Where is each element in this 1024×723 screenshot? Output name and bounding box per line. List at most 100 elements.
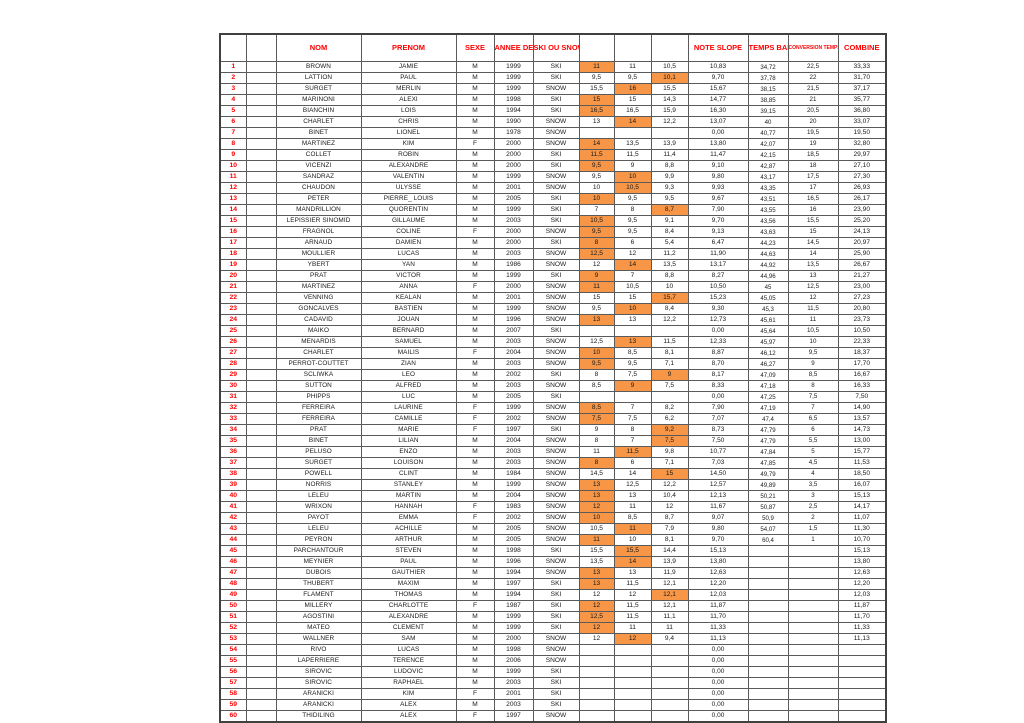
annee-cell: 2004 (493, 435, 534, 447)
annee-cell: 2003 (493, 358, 534, 370)
table-row: 31 PHIPPS LUC M 2005 SKI 0,00 47,25 7,5 … (219, 391, 887, 403)
conversion-cell: 10 (787, 336, 839, 348)
ski-cell: SNOW (532, 644, 580, 656)
score3-cell: 8,1 (650, 347, 689, 359)
table-row: 19 YBERT YAN M 1986 SNOW 12 14 13,5 13,1… (219, 259, 887, 271)
sexe-cell: M (455, 567, 495, 579)
score2-cell: 6 (613, 237, 652, 249)
combine-cell (837, 644, 887, 656)
note-slope-cell: 7,50 (687, 435, 749, 447)
conversion-cell: 16 (787, 204, 839, 216)
nom-cell: FLAMENT (275, 589, 362, 601)
combine-cell: 16,33 (837, 380, 887, 392)
note-slope-cell: 11,87 (687, 600, 749, 612)
temps-bank-cell (747, 545, 789, 557)
score3-cell: 9,4 (650, 633, 689, 645)
annee-cell: 2003 (493, 446, 534, 458)
score1-cell (578, 644, 615, 656)
score1-cell: 13 (578, 567, 615, 579)
row-number-cell: 36 (219, 446, 247, 458)
nom-cell: BIANCHIN (275, 105, 362, 117)
nom-cell: SIROVIC (275, 666, 362, 678)
annee-cell: 2003 (493, 457, 534, 469)
note-slope-cell: 0,00 (687, 710, 749, 723)
ski-cell: SNOW (532, 534, 580, 546)
blank-cell (245, 413, 277, 425)
score1-cell: 10 (578, 182, 615, 194)
score1-cell: 12 (578, 501, 615, 513)
nom-cell: POWELL (275, 468, 362, 480)
ski-cell: SNOW (532, 413, 580, 425)
table-header: NOM PRENOM SEXE ANNEE DE NAISSANCE SKI O… (219, 33, 887, 62)
combine-cell: 13,57 (837, 413, 887, 425)
combine-cell: 10,70 (837, 534, 887, 546)
score2-cell: 9,5 (613, 215, 652, 227)
prenom-cell: CLEMENT (360, 622, 457, 634)
score2-cell: 14 (613, 116, 652, 128)
prenom-cell: KEALAN (360, 292, 457, 304)
score1-cell: 12 (578, 600, 615, 612)
conversion-cell: 1 (787, 534, 839, 546)
score1-cell (578, 127, 615, 139)
score3-cell: 11,1 (650, 611, 689, 623)
temps-bank-cell: 50,87 (747, 501, 789, 513)
sexe-cell: F (455, 226, 495, 238)
annee-cell: 1999 (493, 83, 534, 95)
combine-cell (837, 655, 887, 667)
ski-cell: SKI (532, 589, 580, 601)
note-slope-cell: 12,20 (687, 578, 749, 590)
score1-cell: 9,5 (578, 160, 615, 172)
table-row: 5 BIANCHIN LOIS M 1994 SKI 16,5 16,5 15,… (219, 105, 887, 117)
score3-cell: 12,2 (650, 116, 689, 128)
nom-cell: MOULLIER (275, 248, 362, 260)
annee-cell: 2005 (493, 523, 534, 535)
ski-cell: SNOW (532, 358, 580, 370)
nom-cell: MARTINEZ (275, 138, 362, 150)
row-number-cell: 4 (219, 94, 247, 106)
conversion-cell: 9 (787, 358, 839, 370)
annee-cell: 2002 (493, 413, 534, 425)
score2-cell (613, 688, 652, 700)
temps-bank-cell: 40 (747, 116, 789, 128)
note-slope-cell: 11,33 (687, 622, 749, 634)
annee-cell: 2000 (493, 149, 534, 161)
score1-cell: 15 (578, 94, 615, 106)
score2-cell: 14 (613, 556, 652, 568)
conversion-cell: 14,5 (787, 237, 839, 249)
sexe-cell: M (455, 655, 495, 667)
header-sexe: SEXE (455, 33, 495, 62)
table-row: 21 MARTINEZ ANNA F 2000 SNOW 11 10,5 10 … (219, 281, 887, 293)
blank-cell (245, 677, 277, 689)
table-row: 16 FRAGNOL COLINE F 2000 SNOW 9,5 9,5 8,… (219, 226, 887, 238)
row-number-cell: 31 (219, 391, 247, 403)
conversion-cell: 11,5 (787, 303, 839, 315)
score2-cell: 8,5 (613, 512, 652, 524)
sexe-cell: M (455, 105, 495, 117)
annee-cell: 2001 (493, 182, 534, 194)
score3-cell (650, 655, 689, 667)
prenom-cell: GAUTHIER (360, 567, 457, 579)
note-slope-cell: 0,00 (687, 688, 749, 700)
score2-cell: 15 (613, 94, 652, 106)
note-slope-cell: 12,63 (687, 567, 749, 579)
prenom-cell: COLINE (360, 226, 457, 238)
combine-cell (837, 710, 887, 723)
sexe-cell: F (455, 600, 495, 612)
row-number-cell: 13 (219, 193, 247, 205)
combine-cell: 31,70 (837, 72, 887, 84)
combine-cell: 15,77 (837, 446, 887, 458)
ski-cell: SKI (532, 677, 580, 689)
score2-cell: 10 (613, 303, 652, 315)
row-number-cell: 25 (219, 325, 247, 337)
sexe-cell: M (455, 116, 495, 128)
score3-cell: 7,5 (650, 435, 689, 447)
nom-cell: RIVO (275, 644, 362, 656)
note-slope-cell: 11,90 (687, 248, 749, 260)
row-number-cell: 42 (219, 512, 247, 524)
sexe-cell: M (455, 666, 495, 678)
conversion-cell (787, 567, 839, 579)
score1-cell: 15,5 (578, 545, 615, 557)
row-number-cell: 6 (219, 116, 247, 128)
temps-bank-cell: 44,96 (747, 270, 789, 282)
blank-cell (245, 83, 277, 95)
